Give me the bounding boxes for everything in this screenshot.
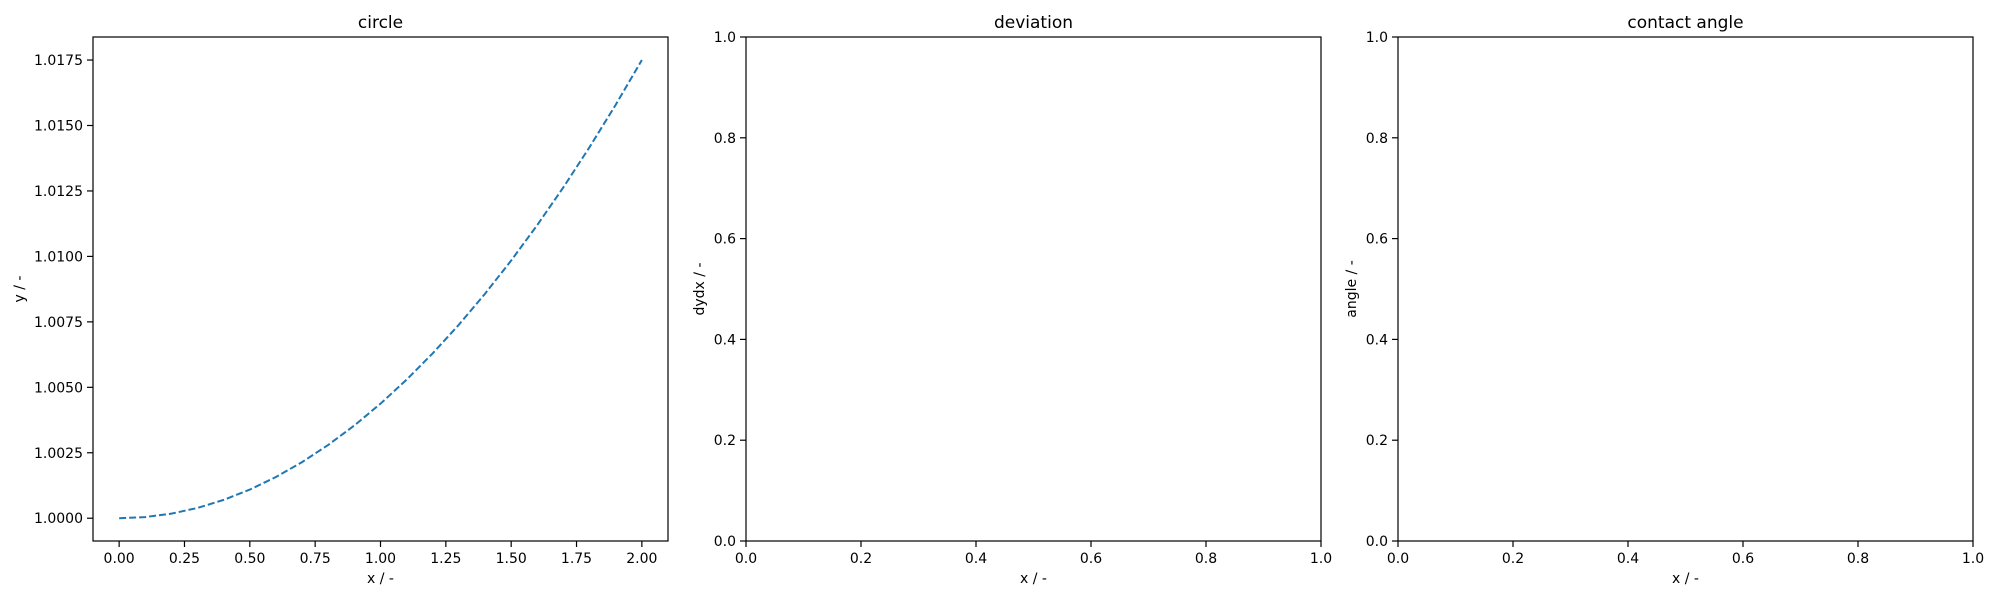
y-tick-label: 0.2 [714, 433, 736, 449]
x-tick-label: 0.0 [1387, 551, 1409, 567]
subplot-circle: circle x / - y / - 0.00 0.25 0.50 0.75 1.00 1… [12, 13, 669, 587]
x-tick-label: 0.6 [1732, 551, 1754, 567]
x-tick-label: 0.50 [234, 551, 265, 567]
subplot-title: contact angle [1627, 13, 1743, 33]
x-tick-label: 0.25 [169, 551, 200, 567]
y-tick-label: 0.4 [1366, 332, 1388, 348]
y-tick-label: 1.0150 [34, 118, 83, 134]
y-tick-label: 1.0 [1366, 30, 1388, 46]
x-tick-label: 0.00 [104, 551, 135, 567]
y-tick-label: 0.8 [714, 131, 736, 147]
subplot-deviation: deviation x / - dydx / - 0.0 0.2 0.4 0.6 0.8… [692, 13, 1332, 587]
x-tick-label: 0.75 [300, 551, 331, 567]
y-tick-label: 0.6 [714, 232, 736, 248]
x-tick-label: 0.0 [735, 551, 757, 567]
y-tick-label: 1.0025 [34, 446, 83, 462]
x-tick-label: 0.4 [965, 551, 987, 567]
y-tick-label: 0.0 [714, 534, 736, 550]
y-tick-label: 1.0175 [34, 53, 83, 69]
x-tick-label: 1.00 [365, 551, 396, 567]
x-tick-label: 1.75 [561, 551, 592, 567]
y-tick-label: 1.0075 [34, 315, 83, 331]
subplot-title: deviation [994, 13, 1073, 33]
y-tick-label: 1.0050 [34, 380, 83, 396]
x-tick-label: 0.2 [1502, 551, 1524, 567]
y-tick-label: 0.4 [714, 332, 736, 348]
x-tick-label: 0.8 [1847, 551, 1869, 567]
x-tick-label: 1.0 [1962, 551, 1984, 567]
series-line-0 [119, 59, 643, 520]
x-tick-label: 0.2 [850, 551, 872, 567]
x-axis-label: x / - [1020, 571, 1047, 587]
y-tick-label: 0.2 [1366, 433, 1388, 449]
x-tick-label: 0.6 [1080, 551, 1102, 567]
x-axis-label: x / - [1672, 571, 1699, 587]
axes-frame [745, 36, 1322, 542]
subplot-title: circle [358, 13, 403, 33]
y-tick-label: 1.0000 [34, 511, 83, 527]
axes-frame [1397, 36, 1974, 542]
subplot-contact-angle: contact angle x / - angle / - 0.0 0.2 0.4 0… [1344, 13, 1984, 587]
x-tick-label: 2.00 [626, 551, 657, 567]
y-axis-label: angle / - [1344, 260, 1360, 318]
y-tick-label: 0.0 [1366, 534, 1388, 550]
y-axis-label: y / - [12, 276, 28, 303]
y-tick-label: 1.0100 [34, 249, 83, 265]
x-tick-label: 0.4 [1617, 551, 1639, 567]
y-tick-label: 1.0 [714, 30, 736, 46]
y-tick-label: 0.6 [1366, 232, 1388, 248]
x-tick-label: 1.25 [430, 551, 461, 567]
x-tick-label: 0.8 [1195, 551, 1217, 567]
x-tick-label: 1.0 [1310, 551, 1332, 567]
y-tick-label: 1.0125 [34, 184, 83, 200]
x-tick-label: 1.50 [496, 551, 527, 567]
y-tick-label: 0.8 [1366, 131, 1388, 147]
y-axis-label: dydx / - [692, 262, 708, 315]
x-axis-label: x / - [367, 571, 394, 587]
